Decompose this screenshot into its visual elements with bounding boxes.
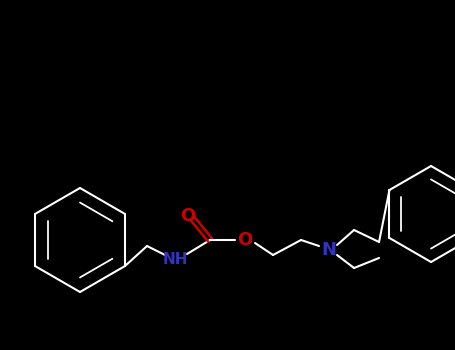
Text: NH: NH xyxy=(162,252,188,267)
Text: O: O xyxy=(181,207,196,225)
Text: O: O xyxy=(238,231,253,249)
Text: N: N xyxy=(322,241,337,259)
